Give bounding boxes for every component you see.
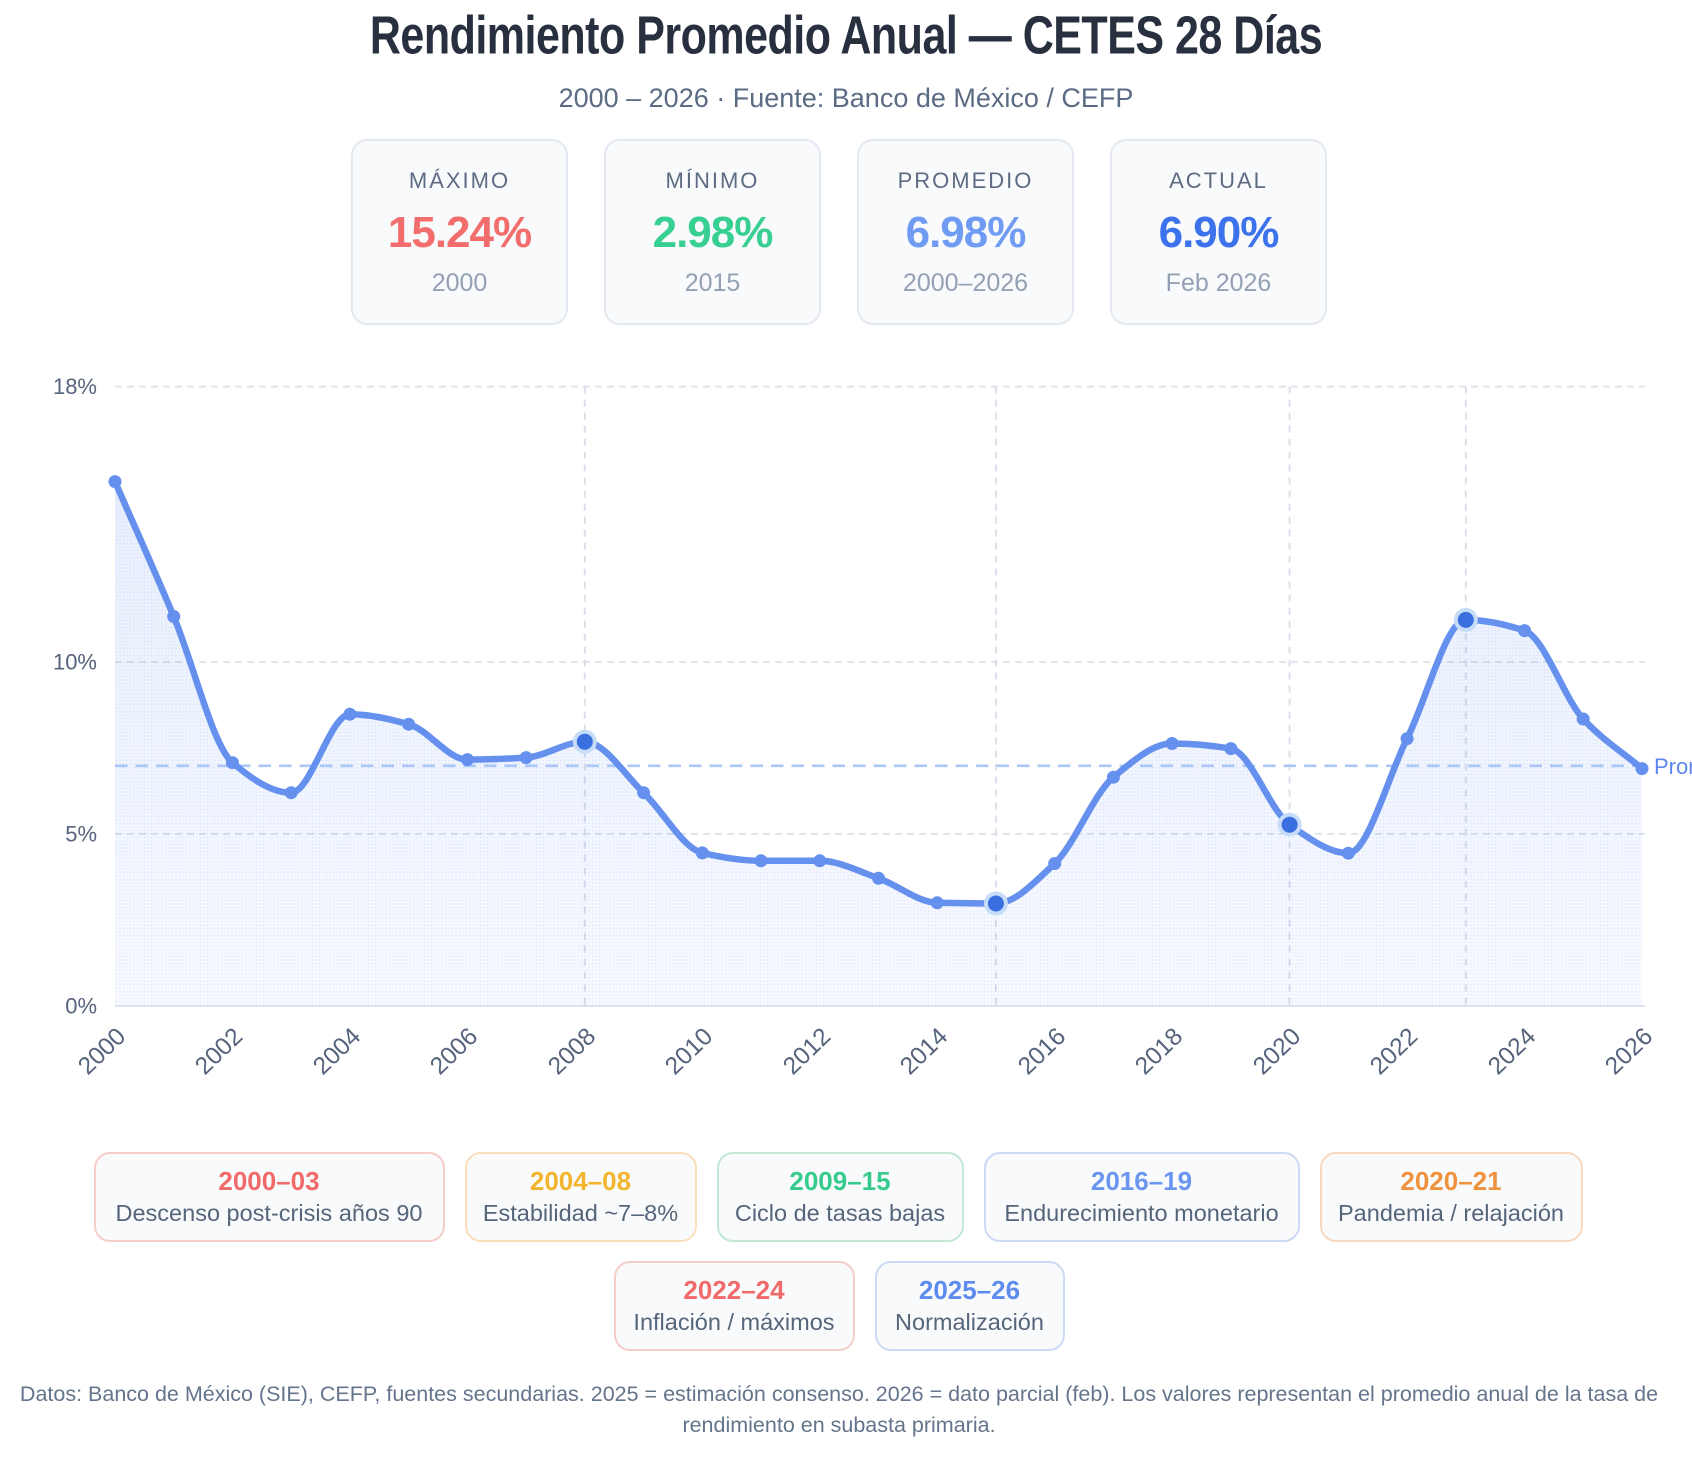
svg-text:2018: 2018 [1130,1023,1188,1080]
svg-text:10%: 10% [53,650,97,675]
svg-text:2026: 2026 [1600,1023,1658,1080]
svg-text:Promedio: Promedio [1654,754,1692,779]
svg-text:2016: 2016 [1013,1023,1071,1080]
svg-text:2008: 2008 [543,1023,601,1080]
svg-text:2002: 2002 [190,1023,248,1080]
svg-text:2012: 2012 [778,1023,836,1080]
svg-text:2000: 2000 [73,1023,131,1080]
svg-text:2022: 2022 [1365,1023,1423,1080]
svg-text:2024: 2024 [1483,1023,1541,1080]
svg-text:2014: 2014 [895,1023,953,1080]
svg-text:2020: 2020 [1248,1023,1306,1080]
svg-text:0%: 0% [65,994,97,1019]
svg-text:2010: 2010 [660,1023,718,1080]
svg-text:2004: 2004 [308,1023,366,1080]
svg-text:18%: 18% [53,374,97,399]
svg-text:2006: 2006 [425,1023,483,1080]
svg-text:5%: 5% [65,822,97,847]
